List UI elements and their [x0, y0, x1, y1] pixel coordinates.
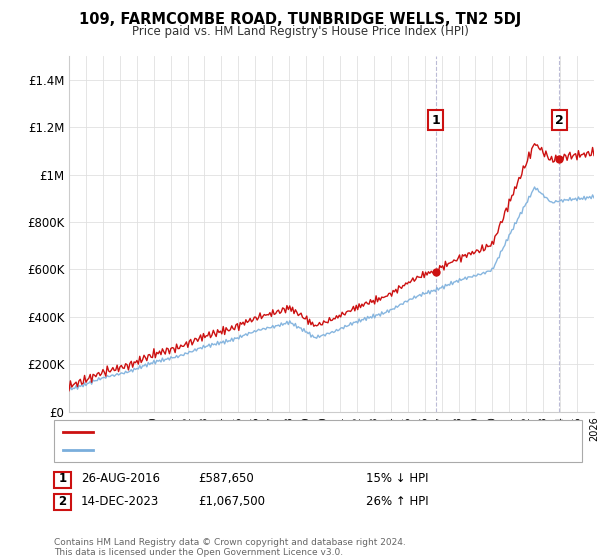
Text: 1: 1	[58, 472, 67, 486]
Text: 1: 1	[431, 114, 440, 127]
Text: HPI: Average price, detached house, Tunbridge Wells: HPI: Average price, detached house, Tunb…	[99, 445, 374, 455]
Text: 109, FARMCOMBE ROAD, TUNBRIDGE WELLS, TN2 5DJ (detached house): 109, FARMCOMBE ROAD, TUNBRIDGE WELLS, TN…	[99, 427, 474, 437]
Text: 26-AUG-2016: 26-AUG-2016	[81, 472, 160, 486]
Text: 14-DEC-2023: 14-DEC-2023	[81, 494, 159, 508]
Text: 26% ↑ HPI: 26% ↑ HPI	[366, 494, 428, 508]
Text: 15% ↓ HPI: 15% ↓ HPI	[366, 472, 428, 486]
Text: Contains HM Land Registry data © Crown copyright and database right 2024.
This d: Contains HM Land Registry data © Crown c…	[54, 538, 406, 557]
Text: £1,067,500: £1,067,500	[198, 494, 265, 508]
Text: 2: 2	[555, 114, 563, 127]
Text: £587,650: £587,650	[198, 472, 254, 486]
Text: 109, FARMCOMBE ROAD, TUNBRIDGE WELLS, TN2 5DJ: 109, FARMCOMBE ROAD, TUNBRIDGE WELLS, TN…	[79, 12, 521, 27]
Text: Price paid vs. HM Land Registry's House Price Index (HPI): Price paid vs. HM Land Registry's House …	[131, 25, 469, 38]
Text: 2: 2	[58, 494, 67, 508]
